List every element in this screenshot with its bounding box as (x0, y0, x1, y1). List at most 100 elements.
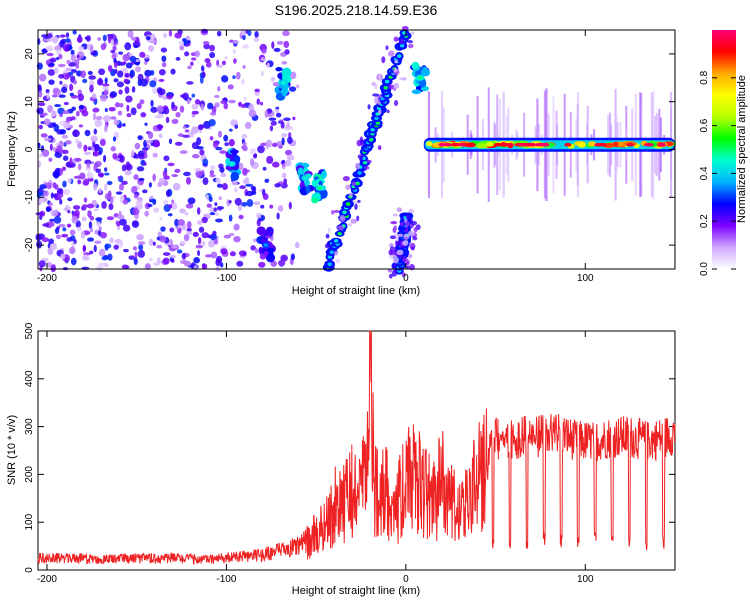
noise-speck (136, 103, 142, 110)
noise-speck (228, 214, 233, 222)
ridge-inner (327, 262, 332, 267)
noise-speck (70, 49, 75, 56)
noise-speck (169, 255, 176, 259)
noise-speck (156, 124, 164, 130)
noise-speck (49, 218, 55, 222)
noise-speck (254, 30, 259, 38)
noise-speck (201, 216, 208, 224)
noise-speck (245, 190, 254, 197)
clump-speck (411, 89, 422, 95)
colorbar-tick-label: 0.4 (699, 166, 710, 180)
noise-speck (175, 226, 181, 230)
noise-speck (266, 155, 274, 164)
noise-speck (175, 111, 181, 118)
noise-speck (209, 51, 216, 59)
noise-speck (197, 236, 202, 245)
noise-speck (89, 250, 94, 255)
noise-speck (102, 83, 110, 87)
noise-speck (74, 157, 82, 162)
noise-speck (217, 130, 223, 138)
noise-speck (39, 210, 46, 217)
noise-speck (107, 253, 113, 261)
noise-speck (140, 78, 148, 87)
noise-speck (40, 133, 48, 138)
noise-speck (88, 221, 93, 230)
noise-speck (45, 38, 53, 42)
noise-speck (112, 136, 117, 142)
noise-speck (194, 168, 202, 172)
noise-speck (103, 91, 108, 95)
ridge-halo (345, 184, 351, 190)
noise-speck (104, 167, 108, 172)
noise-speck (191, 103, 199, 110)
noise-speck (159, 217, 163, 221)
noise-speck (128, 255, 135, 260)
clump-speck (320, 172, 327, 179)
ridge-halo (393, 267, 398, 273)
clump-speck (229, 149, 239, 154)
noise-speck (150, 69, 155, 76)
spectrogram-y-tick-label: 10 (24, 96, 35, 108)
noise-speck (45, 206, 51, 213)
noise-speck (171, 118, 179, 125)
noise-speck (42, 223, 50, 227)
ridge-inner (357, 171, 362, 175)
ridge-halo (356, 215, 360, 222)
noise-speck (112, 45, 117, 51)
noise-speck (126, 112, 132, 118)
noise-speck (281, 61, 288, 65)
noise-speck (67, 210, 71, 214)
noise-speck (119, 102, 124, 108)
clump-center (281, 81, 286, 85)
noise-speck (233, 58, 237, 64)
ridge-halo (357, 154, 364, 159)
noise-speck (249, 148, 257, 155)
band-peak (626, 142, 635, 147)
noise-speck (133, 174, 139, 181)
noise-speck (266, 62, 270, 69)
noise-speck (104, 107, 108, 113)
ridge-inner (345, 202, 351, 206)
noise-speck (62, 180, 67, 188)
noise-speck (62, 72, 71, 80)
noise-speck (99, 232, 108, 239)
noise-speck (82, 78, 88, 84)
noise-speck (116, 226, 121, 231)
noise-speck (133, 257, 138, 265)
colorbar-ticks: 0.0 0.2 0.4 0.6 0.8 (699, 70, 736, 276)
noise-speck (87, 210, 92, 218)
noise-speck (174, 218, 179, 227)
ridge-halo (392, 257, 399, 264)
ridge-halo (349, 192, 353, 198)
noise-speck (250, 245, 256, 251)
noise-speck (204, 58, 211, 63)
noise-speck (137, 205, 142, 211)
noise-speck (162, 95, 168, 100)
noise-speck (37, 90, 43, 98)
noise-speck (43, 137, 52, 142)
ridge-inner (337, 231, 342, 236)
noise-speck (241, 133, 248, 140)
noise-speck (107, 65, 113, 72)
noise-speck (156, 245, 163, 249)
noise-speck (38, 124, 44, 130)
noise-speck (48, 79, 55, 85)
noise-speck (238, 101, 243, 107)
noise-speck (253, 201, 261, 206)
noise-speck (37, 102, 46, 107)
noise-speck (159, 235, 166, 243)
ridge-halo (393, 99, 399, 107)
noise-speck (94, 150, 98, 157)
noise-speck (217, 86, 221, 92)
noise-speck (208, 118, 216, 127)
noise-speck (96, 221, 101, 228)
noise-speck (44, 182, 53, 186)
noise-speck (110, 39, 115, 46)
noise-speck (110, 116, 117, 120)
noise-speck (127, 30, 134, 38)
noise-speck (195, 170, 203, 179)
noise-speck (214, 202, 218, 206)
colorbar: 0.0 0.2 0.4 0.6 0.8 Normalized spectral ampl… (699, 30, 748, 276)
spectral-clump (311, 168, 328, 204)
noise-speck (117, 70, 124, 78)
